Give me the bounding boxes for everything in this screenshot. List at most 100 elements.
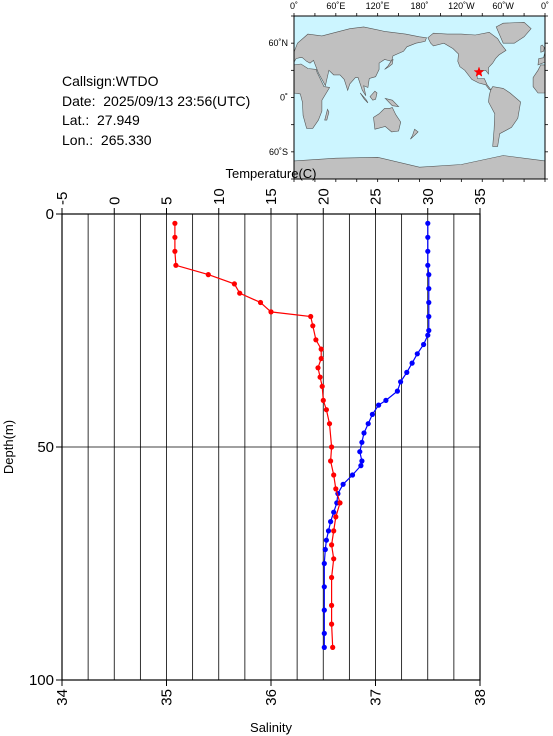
south-america-landmass [488,86,521,147]
temperature-point [383,397,389,403]
temperature-point [361,430,367,436]
salinity-point [326,421,333,427]
map-lon-label: 180˚ [410,1,428,11]
salinity-point [331,528,337,534]
temperature-point [426,299,432,306]
top-axis-tick-label: 35 [472,188,489,205]
temperature-point [358,463,364,469]
bottom-axis-tick-label: 36 [263,689,280,706]
temperature-line [323,223,430,648]
salinity-point [331,472,337,478]
new-guinea-landmass [384,97,400,108]
salinity-point [257,299,264,306]
salinity-point [268,309,274,315]
temperature-point [359,458,365,464]
salinity-point [315,365,321,371]
africa-landmass [293,63,331,129]
temperature-point [398,379,404,385]
africa-west-landmass [532,64,546,94]
temperature-point [331,509,337,515]
salinity-line [174,223,341,648]
salinity-point [331,556,337,562]
map-lat-label: 60˚N [268,38,288,48]
bottom-axis-tick-label: 35 [159,689,176,706]
longitude-text: Lon.: 265.330 [62,131,152,148]
temperature-point [328,519,334,525]
map-lat-label: 0˚ [280,93,288,103]
temperature-point [394,388,400,394]
sumatra-landmass [359,92,369,104]
salinity-point [330,644,336,651]
salinity-point [333,514,339,520]
salinity-point [172,234,178,240]
borneo-landmass [369,90,378,101]
top-axis-tick-label: 30 [420,188,437,205]
temperature-point [349,472,356,478]
temperature-point [376,402,382,408]
salinity-point [173,262,179,268]
salinity-point [329,542,335,548]
callsign-text: Callsign:WTDO [62,73,159,89]
temperature-point [409,360,415,366]
salinity-point [205,272,211,278]
bottom-axis-tick-label: 34 [54,689,71,706]
australia-landmass [373,107,402,133]
temperature-point [414,351,420,357]
salinity-point [329,602,335,609]
salinity-point [320,397,326,403]
salinity-point [333,486,339,492]
top-axis-tick-label: 20 [315,188,332,205]
temperature-point [322,546,328,553]
top-axis-tick-label: -5 [54,192,71,205]
left-axis-title: Depth(m) [1,420,16,474]
salinity-point [308,313,314,320]
salinity-point [323,407,329,413]
temperature-point [321,584,327,590]
temperature-point [323,537,329,543]
temperature-point [421,341,427,348]
japan-landmass [384,58,394,70]
map-lon-label: 120˚W [448,1,475,11]
temperature-point [365,421,371,427]
new-zealand-landmass [410,128,419,140]
temperature-point [426,272,432,278]
salinity-point [231,281,237,287]
top-axis-tick-label: 10 [211,188,228,205]
salinity-point [172,248,178,254]
salinity-point [313,337,319,343]
latitude-text: Lat.: 27.949 [62,112,140,128]
temperature-point [359,439,365,445]
salinity-point [172,220,178,226]
top-axis-tick-label: 15 [263,188,280,205]
map-lon-label: 0˚ [541,1,549,11]
top-axis-title: Temperature(C) [225,166,316,181]
left-axis-tick-label: 50 [37,439,54,456]
temperature-point [321,607,327,613]
salinity-point [329,444,335,450]
europe-west-landmass [537,52,546,66]
temperature-point [325,528,332,534]
temperature-point [340,481,346,487]
salinity-point [237,290,243,296]
salinity-point [337,500,343,506]
temperature-point [369,411,375,417]
salinity-point [318,355,324,362]
temperature-point [425,332,431,338]
britain-landmass [540,44,545,53]
salinity-point [318,346,324,352]
temperature-point [425,262,431,268]
temperature-point [426,313,432,320]
top-axis-tick-label: 0 [106,197,123,205]
temperature-point [425,220,431,226]
date-text: Date: 2025/09/13 23:56(UTC) [62,92,251,109]
temperature-point [321,644,327,651]
madagascar-landmass [324,108,330,121]
salinity-point [319,383,325,389]
top-axis-tick-label: 25 [368,188,385,205]
station-info: Callsign:WTDO Date: 2025/09/13 23:56(UTC… [62,72,250,150]
temperature-point [321,630,327,637]
bottom-axis-tick-label: 38 [472,689,489,706]
temperature-point [425,234,431,240]
